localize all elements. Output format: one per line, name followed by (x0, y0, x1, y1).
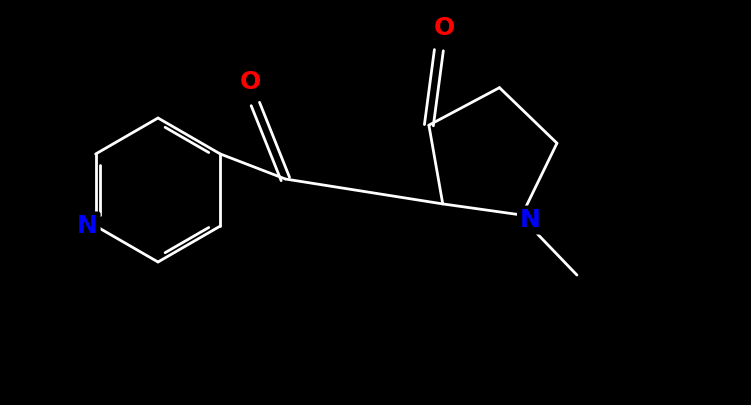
Text: O: O (240, 70, 261, 94)
Text: N: N (520, 208, 541, 232)
Text: N: N (77, 214, 98, 238)
Text: O: O (433, 16, 454, 40)
